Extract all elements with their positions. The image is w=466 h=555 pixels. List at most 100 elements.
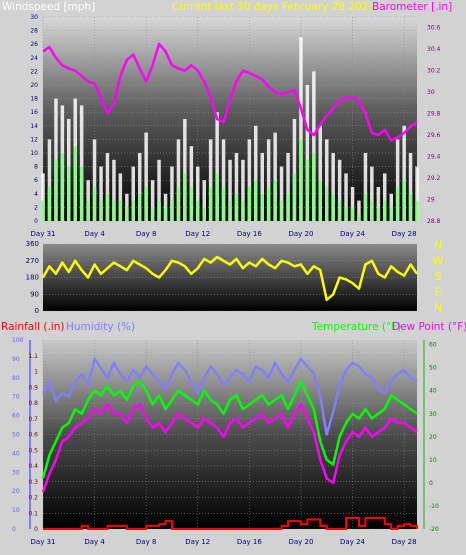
wind-gust-bar <box>337 200 342 221</box>
windspeed-tick-label: 20 <box>30 82 38 89</box>
windspeed-tick-label: 0 <box>34 218 38 225</box>
barometer-tick-label: 29.2 <box>427 175 441 182</box>
windspeed-bar <box>273 132 277 221</box>
barometer-tick-label: 28.8 <box>427 218 441 225</box>
humidity-tick-label: 30 <box>12 469 20 476</box>
x-tick-label: Day 4 <box>84 230 105 238</box>
rainfall-tick-label: 0.6 <box>28 432 38 439</box>
wind-gust-bar <box>254 180 258 221</box>
windspeed-bar <box>99 166 103 221</box>
humidity-tick-label: 60 <box>12 413 20 420</box>
windspeed-tick-label: 24 <box>30 55 38 62</box>
humidity-tick-label: 20 <box>12 488 20 495</box>
wind-gust-bar <box>73 146 77 221</box>
wind-gust-bar <box>125 207 129 221</box>
humidity-tick-label: 40 <box>12 450 20 457</box>
rainfall-tick-label: 0.1 <box>28 510 38 517</box>
barometer-tick-label: 29 <box>427 197 435 204</box>
windspeed-bar <box>318 125 322 221</box>
wind-gust-bar <box>325 187 329 221</box>
humidity-tick-label: 90 <box>12 356 20 363</box>
x-tick-label: Day 28 <box>392 230 417 238</box>
dew-point-axis-title: Dew Point (°F) <box>392 321 466 333</box>
wind-gust-bar <box>357 214 361 221</box>
wind-gust-bar <box>312 153 316 221</box>
barometer-tick-label: 30.2 <box>427 68 441 75</box>
wind-gust-bar <box>112 200 116 221</box>
wind-gust-bar <box>299 139 303 221</box>
wind-gust-bar <box>370 200 374 221</box>
rainfall-tick-label: 0.7 <box>28 416 38 423</box>
windspeed-bar <box>105 153 110 221</box>
windspeed-bar <box>41 173 45 221</box>
windspeed-bar <box>292 119 297 221</box>
windspeed-bar <box>176 139 181 221</box>
windspeed-bar <box>415 166 419 221</box>
windspeed-bar <box>395 139 400 221</box>
windspeed-bar <box>357 200 361 221</box>
chart-title: Current last 30 days February 28 2023 <box>172 1 375 13</box>
temperature-tick-label: -10 <box>429 503 439 510</box>
windspeed-bar <box>279 166 284 221</box>
temperature-tick-label: 40 <box>429 388 437 395</box>
wind-gust-bar <box>208 187 213 221</box>
rainfall-tick-label: 0.3 <box>28 479 38 486</box>
wind-gust-bar <box>131 200 135 221</box>
rainfall-tick-label: 0.5 <box>28 447 38 454</box>
x-tick-label: Day 20 <box>288 538 313 546</box>
compass-label: W <box>433 255 444 268</box>
windspeed-bar <box>221 139 226 221</box>
windspeed-bar <box>305 85 310 221</box>
temperature-tick-label: 20 <box>429 434 437 441</box>
temperature-tick-label: 60 <box>429 342 437 349</box>
compass-label: N <box>434 301 442 314</box>
windspeed-tick-label: 12 <box>30 136 38 143</box>
wind-gust-bar <box>215 173 219 221</box>
x-tick-label: Day 20 <box>288 230 313 238</box>
wind-gust-bar <box>408 193 413 221</box>
wind-gust-bar <box>86 200 90 221</box>
compass-label: N <box>434 239 442 252</box>
windspeed-bar <box>170 166 174 221</box>
humidity-tick-label: 80 <box>12 375 20 382</box>
windspeed-axis-title: Windspeed [mph] <box>2 1 95 13</box>
humidity-tick-label: 50 <box>12 432 20 439</box>
temperature-series <box>41 380 418 479</box>
wind-gust-bar <box>183 173 187 221</box>
windspeed-tick-label: 26 <box>30 41 38 48</box>
wind-gust-bar <box>241 200 245 221</box>
windspeed-bar <box>337 159 342 221</box>
wind-gust-bar <box>331 193 335 221</box>
wind-gust-bar <box>266 187 271 221</box>
wind-gust-bar <box>389 207 393 221</box>
x-tick-label: Day 4 <box>84 538 105 546</box>
windspeed-bar <box>408 153 413 221</box>
windspeed-bar <box>112 159 116 221</box>
wind-gust-bar <box>54 159 58 221</box>
temperature-axis-title: Temperature (°F) <box>311 321 401 333</box>
temperature-tick-label: -20 <box>429 526 439 533</box>
barometer-tick-label: 30.4 <box>427 46 441 53</box>
x-tick-label: Day 8 <box>136 230 157 238</box>
windspeed-series <box>41 37 419 222</box>
wind-gust-bar <box>196 200 200 221</box>
windspeed-bar <box>266 139 271 221</box>
wind-gust-bar <box>305 159 310 221</box>
windspeed-bar <box>202 180 206 221</box>
x-tick-label: Day 12 <box>185 230 210 238</box>
windspeed-bar <box>208 139 213 221</box>
windspeed-bar <box>363 153 368 221</box>
humidity-tick-label: 100 <box>12 337 24 344</box>
wind-gust-bar <box>138 193 142 221</box>
windspeed-bar <box>196 166 200 221</box>
wind-gust-bar <box>247 187 252 221</box>
windspeed-bar <box>286 153 290 221</box>
wind-gust-bar <box>189 187 194 221</box>
rainfall-tick-label: 0.8 <box>28 400 38 407</box>
temperature-tick-label: 30 <box>429 411 437 418</box>
wind-gust-bar <box>228 200 232 221</box>
wind-gust-bar <box>144 187 148 221</box>
windspeed-bar <box>331 153 335 221</box>
windspeed-bar <box>234 153 239 221</box>
